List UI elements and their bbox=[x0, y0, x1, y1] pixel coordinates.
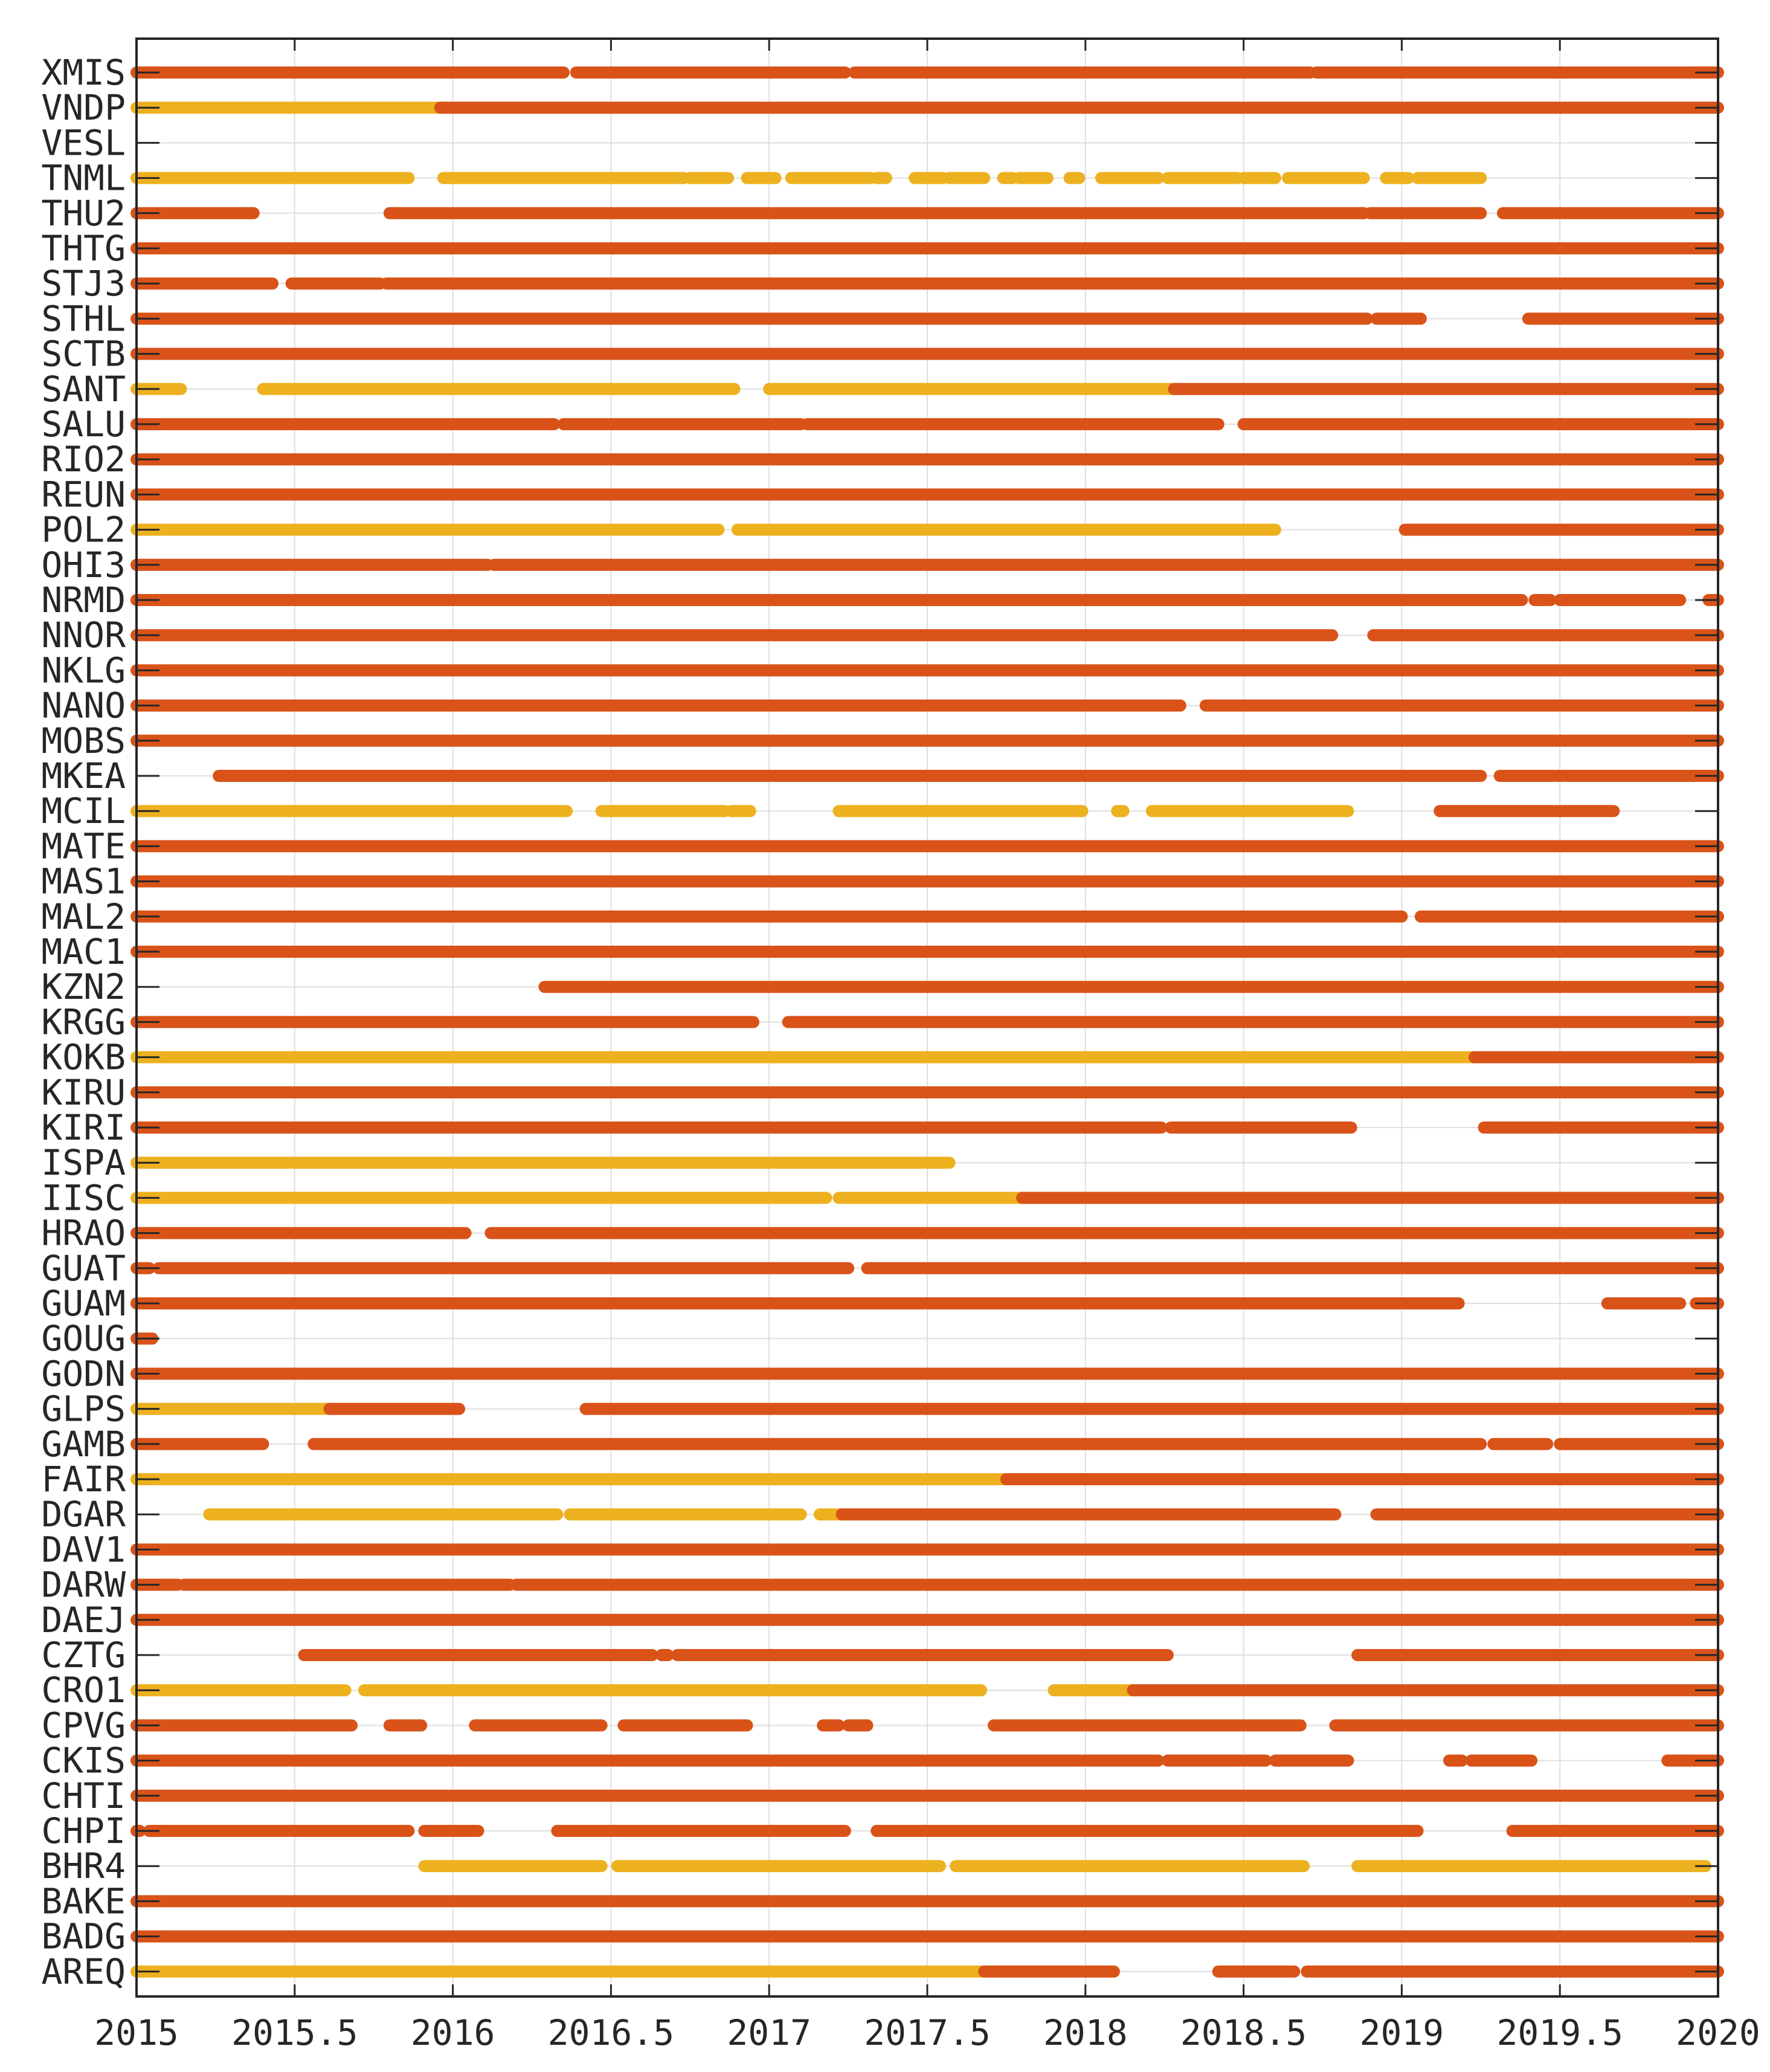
x-tick-label: 2020 bbox=[1676, 2012, 1760, 2053]
station-label-ohi3: OHI3 bbox=[41, 544, 126, 586]
station-label-sthl: STHL bbox=[41, 298, 126, 339]
station-label-ckis: CKIS bbox=[41, 1740, 126, 1781]
station-label-mate: MATE bbox=[41, 825, 126, 867]
x-tick-label: 2015 bbox=[94, 2012, 179, 2053]
station-label-nrmd: NRMD bbox=[41, 579, 126, 621]
station-label-stj3: STJ3 bbox=[41, 263, 126, 304]
station-label-bhr4: BHR4 bbox=[41, 1845, 126, 1886]
station-label-godn: GODN bbox=[41, 1353, 126, 1394]
station-label-salu: SALU bbox=[41, 404, 126, 445]
station-label-mal2: MAL2 bbox=[41, 896, 126, 937]
station-label-kiru: KIRU bbox=[41, 1072, 126, 1113]
station-label-daej: DAEJ bbox=[41, 1599, 126, 1641]
station-label-areq: AREQ bbox=[41, 1951, 126, 1992]
station-label-tnml: TNML bbox=[41, 158, 126, 199]
station-label-dav1: DAV1 bbox=[41, 1529, 126, 1570]
station-label-cpvg: CPVG bbox=[41, 1705, 126, 1746]
station-label-kzn2: KZN2 bbox=[41, 966, 126, 1007]
station-label-xmis: XMIS bbox=[41, 52, 126, 93]
axis-ticks bbox=[135, 39, 1719, 1996]
x-tick-label: 2017.5 bbox=[864, 2012, 991, 2053]
station-label-mkea: MKEA bbox=[41, 755, 126, 796]
x-tick-label: 2018 bbox=[1043, 2012, 1128, 2053]
station-label-bake: BAKE bbox=[41, 1880, 126, 1922]
x-tick-label: 2015.5 bbox=[231, 2012, 358, 2053]
station-label-mobs: MOBS bbox=[41, 720, 126, 761]
station-label-gamb: GAMB bbox=[41, 1424, 126, 1465]
station-label-hrao: HRAO bbox=[41, 1213, 126, 1254]
station-label-chti: CHTI bbox=[41, 1775, 126, 1816]
station-label-vndp: VNDP bbox=[41, 87, 126, 128]
station-label-mcil: MCIL bbox=[41, 790, 126, 831]
x-axis-tick-labels: 2015 2015.5 2016 2016.5 2017 2017.5 2018 2018.5… bbox=[94, 2012, 1760, 2053]
y-axis-station-labels: XMISVNDPVESLTNMLTHU2THTGSTJ3STHLSCTBSANT… bbox=[41, 52, 126, 1992]
x-tick-label: 2016 bbox=[411, 2012, 495, 2053]
station-label-mac1: MAC1 bbox=[41, 931, 126, 972]
station-label-ispa: ISPA bbox=[41, 1142, 126, 1183]
station-label-rio2: RIO2 bbox=[41, 439, 126, 480]
station-label-krgg: KRGG bbox=[41, 1001, 126, 1042]
station-label-pol2: POL2 bbox=[41, 509, 126, 550]
station-label-cztg: CZTG bbox=[41, 1635, 126, 1676]
x-tick-label: 2016.5 bbox=[548, 2012, 675, 2053]
station-label-fair: FAIR bbox=[41, 1459, 126, 1500]
station-label-glps: GLPS bbox=[41, 1389, 126, 1430]
station-label-goug: GOUG bbox=[41, 1318, 126, 1359]
station-label-nano: NANO bbox=[41, 685, 126, 726]
station-label-kokb: KOKB bbox=[41, 1037, 126, 1078]
station-label-badg: BADG bbox=[41, 1916, 126, 1957]
station-label-sant: SANT bbox=[41, 369, 126, 410]
station-label-vesl: VESL bbox=[41, 122, 126, 163]
station-label-iisc: IISC bbox=[41, 1177, 126, 1218]
availability-bars bbox=[130, 66, 1724, 1978]
x-tick-label: 2019 bbox=[1360, 2012, 1444, 2053]
station-label-dgar: DGAR bbox=[41, 1494, 126, 1535]
station-label-thtg: THTG bbox=[41, 228, 126, 269]
x-tick-label: 2019.5 bbox=[1496, 2012, 1623, 2053]
station-label-nnor: NNOR bbox=[41, 615, 126, 656]
station-label-sctb: SCTB bbox=[41, 334, 126, 375]
station-label-thu2: THU2 bbox=[41, 193, 126, 234]
station-label-kiri: KIRI bbox=[41, 1107, 126, 1148]
station-label-mas1: MAS1 bbox=[41, 861, 126, 902]
station-label-cro1: CRO1 bbox=[41, 1670, 126, 1711]
station-label-reun: REUN bbox=[41, 474, 126, 515]
x-tick-label: 2017 bbox=[727, 2012, 811, 2053]
station-label-nklg: NKLG bbox=[41, 650, 126, 691]
station-label-darw: DARW bbox=[41, 1564, 126, 1606]
station-label-guam: GUAM bbox=[41, 1283, 126, 1324]
station-label-chpi: CHPI bbox=[41, 1810, 126, 1851]
x-tick-label: 2018.5 bbox=[1180, 2012, 1307, 2053]
station-label-guat: GUAT bbox=[41, 1248, 126, 1289]
